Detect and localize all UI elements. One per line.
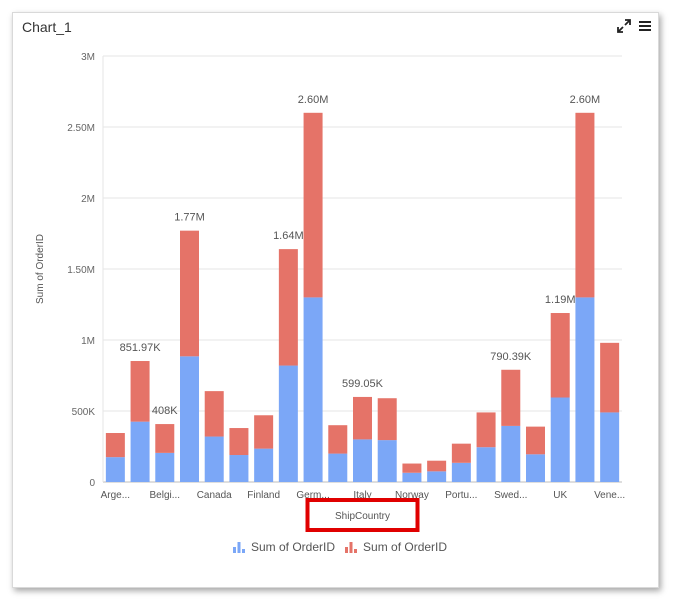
highlight-box — [305, 498, 420, 532]
bar-series-1[interactable] — [501, 425, 521, 482]
bar-series-1[interactable] — [353, 439, 372, 482]
y-tick-label: 1M — [81, 336, 95, 347]
bar-series-2[interactable] — [550, 313, 570, 398]
y-tick-label: 2M — [81, 194, 95, 205]
bar-series-1[interactable] — [377, 440, 397, 482]
bar-series-2[interactable] — [476, 412, 496, 448]
bar-series-2[interactable] — [204, 391, 224, 437]
bar-series-1[interactable] — [575, 297, 595, 482]
data-label: 790.39K — [490, 351, 532, 363]
bar-series-1[interactable] — [155, 452, 175, 482]
y-axis-title: Sum of OrderID — [35, 234, 46, 304]
x-tick-label: Finland — [247, 490, 280, 501]
bar-series-2[interactable] — [328, 425, 348, 454]
x-axis-title: ShipCountry — [335, 511, 390, 522]
bar-series-2[interactable] — [278, 249, 298, 366]
data-label: 2.60M — [570, 94, 601, 106]
data-label: 2.60M — [298, 94, 329, 106]
bar-series-2[interactable] — [377, 398, 397, 441]
bar-series-2[interactable] — [303, 112, 323, 298]
bar-series-2[interactable] — [254, 415, 274, 449]
bar-series-2[interactable] — [526, 426, 545, 455]
bar-series-2[interactable] — [427, 460, 447, 472]
bar-series-2[interactable] — [451, 443, 471, 463]
x-tick-label: Swed... — [494, 490, 527, 501]
bar-series-2[interactable] — [130, 361, 150, 422]
bar-series-2[interactable] — [501, 369, 521, 426]
y-tick-label: 0 — [89, 478, 95, 489]
x-tick-label: Belgi... — [149, 490, 180, 501]
x-tick-label: Arge... — [101, 490, 130, 501]
bar-chart-icon — [233, 541, 245, 553]
chart-legend: Sum of OrderID Sum of OrderID — [233, 540, 447, 554]
bar-series-2[interactable] — [105, 433, 125, 458]
bar-series-2[interactable] — [155, 424, 175, 453]
legend-label: Sum of OrderID — [251, 540, 336, 554]
x-tick-label: Vene... — [594, 490, 625, 501]
bar-series-2[interactable] — [402, 463, 422, 473]
data-label: 408K — [152, 405, 178, 417]
chart-widget: Chart_1 0 500K 1M 1.50M 2M 2.50M 3M Sum of Orde… — [12, 12, 659, 588]
data-label: 851.97K — [120, 342, 162, 354]
chart-plot: 0 500K 1M 1.50M 2M 2.50M 3M Sum of OrderID Arge.… — [35, 52, 625, 532]
widget-title: Chart_1 — [22, 19, 72, 35]
hamburger-menu-icon[interactable] — [638, 19, 652, 33]
bar-series-1[interactable] — [105, 457, 125, 482]
bar-series-1[interactable] — [180, 356, 199, 482]
x-tick-label: Italy — [353, 490, 371, 501]
bar-series-1[interactable] — [600, 412, 620, 482]
data-label: 1.64M — [273, 230, 304, 242]
bar-series-1[interactable] — [526, 454, 545, 482]
bar-series-2[interactable] — [353, 396, 372, 440]
bar-chart-icon — [345, 541, 358, 553]
legend-label: Sum of OrderID — [363, 540, 448, 554]
data-label: 599.05K — [342, 378, 384, 390]
x-tick-label: Norway — [395, 490, 429, 501]
data-label: 1.77M — [174, 212, 205, 224]
bar-series-1[interactable] — [328, 453, 348, 482]
bar-series-1[interactable] — [402, 472, 422, 482]
legend-item-series-1[interactable]: Sum of OrderID — [233, 540, 335, 554]
bar-series-1[interactable] — [476, 447, 496, 482]
bar-series-1[interactable] — [130, 421, 150, 482]
y-tick-label: 2.50M — [67, 123, 95, 134]
bar-series-1[interactable] — [278, 365, 298, 482]
bar-series-2[interactable] — [229, 428, 249, 456]
bar-series-1[interactable] — [550, 397, 570, 482]
bar-series-1[interactable] — [303, 297, 323, 482]
expand-icon[interactable] — [617, 19, 631, 33]
bar-series-1[interactable] — [254, 448, 274, 482]
x-tick-label: UK — [553, 490, 567, 501]
bar-series-1[interactable] — [204, 436, 224, 482]
bar-series-2[interactable] — [180, 230, 199, 357]
x-tick-label: Portu... — [445, 490, 477, 501]
y-tick-label: 3M — [81, 52, 95, 63]
bar-series-1[interactable] — [427, 471, 447, 482]
bar-series-2[interactable] — [575, 112, 595, 298]
bar-series-1[interactable] — [451, 462, 471, 482]
bar-series-2[interactable] — [600, 342, 620, 413]
bar-series-1[interactable] — [229, 455, 249, 482]
y-tick-label: 500K — [72, 407, 96, 418]
x-tick-label: Germ... — [296, 490, 329, 501]
x-tick-label: Canada — [197, 490, 232, 501]
legend-item-series-2[interactable]: Sum of OrderID — [345, 540, 447, 554]
y-tick-label: 1.50M — [67, 265, 95, 276]
data-label: 1.19M — [545, 294, 576, 306]
